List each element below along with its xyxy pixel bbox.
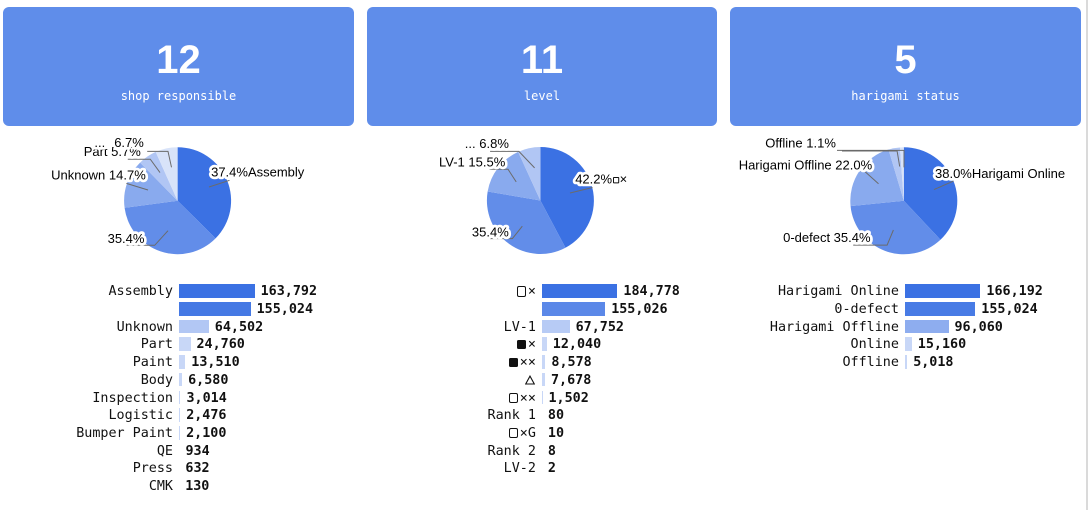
svg-text:×: × [620,172,628,187]
svg-text:LV-1 15.5%: LV-1 15.5% [439,155,506,170]
svg-text:...: ... [94,135,105,150]
svg-text:Online 3.5%: Online 3.5% [766,134,837,149]
svg-text:37.4%Assembly: 37.4%Assembly [211,164,305,179]
svg-text:35.4%: 35.4% [108,231,145,246]
svg-text:Offline 1.1%: Offline 1.1% [765,136,836,151]
svg-text:38.0%Harigami Online: 38.0%Harigami Online [935,166,1065,181]
svg-text:... 6.8%: ... 6.8% [465,136,510,151]
svg-text:6.7%: 6.7% [114,135,144,150]
svg-text:42.2%: 42.2% [575,172,612,187]
svg-text:Part 5.7%: Part 5.7% [84,144,142,159]
svg-text:35.4%: 35.4% [472,224,509,239]
svg-text:Harigami Offline 22.0%: Harigami Offline 22.0% [739,157,873,172]
svg-text:Unknown 14.7%: Unknown 14.7% [51,167,146,182]
svg-text:0-defect 35.4%: 0-defect 35.4% [783,230,871,245]
